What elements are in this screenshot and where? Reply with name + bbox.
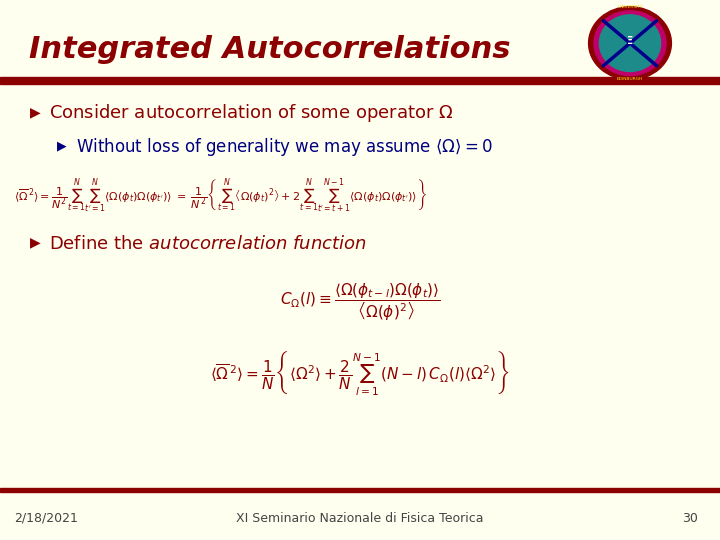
Text: Integrated Autocorrelations: Integrated Autocorrelations — [29, 35, 510, 64]
Text: $\blacktriangleright$: $\blacktriangleright$ — [27, 106, 42, 120]
Text: 2/18/2021: 2/18/2021 — [14, 512, 78, 525]
Text: Define the $\mathit{autocorrelation\ function}$: Define the $\mathit{autocorrelation\ fun… — [49, 235, 366, 253]
Text: Consider autocorrelation of some operator $\mathit{\Omega}$: Consider autocorrelation of some operato… — [49, 103, 454, 124]
Text: EDINBURGH: EDINBURGH — [617, 77, 643, 82]
Text: $C_{\Omega}(l) \equiv \dfrac{\left\langle\Omega(\phi_{t-l})\Omega(\phi_t)\right\: $C_{\Omega}(l) \equiv \dfrac{\left\langl… — [279, 281, 441, 323]
Ellipse shape — [594, 11, 666, 76]
Text: $\mathbf{\Xi}$: $\mathbf{\Xi}$ — [626, 35, 634, 46]
Text: UNIVERSITY: UNIVERSITY — [617, 5, 643, 9]
Ellipse shape — [599, 15, 661, 71]
Text: $\blacktriangleright$: $\blacktriangleright$ — [27, 237, 42, 251]
Text: Without loss of generality we may assume $\langle\mathit{\Omega}\rangle = 0$: Without loss of generality we may assume… — [76, 136, 492, 158]
Text: XI Seminario Nazionale di Fisica Teorica: XI Seminario Nazionale di Fisica Teorica — [236, 512, 484, 525]
Text: $\left\langle\overline{\Omega}^{\,2}\right\rangle = \dfrac{1}{N^2}\sum_{t=1}^{N}: $\left\langle\overline{\Omega}^{\,2}\rig… — [14, 178, 428, 213]
Text: 30: 30 — [683, 512, 698, 525]
Ellipse shape — [589, 6, 671, 79]
Bar — [0, 77, 720, 84]
Text: $\blacktriangleright$: $\blacktriangleright$ — [54, 140, 68, 154]
Text: $\left\langle\overline{\Omega}^{\,2}\right\rangle = \dfrac{1}{N}\left\{\left\lan: $\left\langle\overline{\Omega}^{\,2}\rig… — [210, 349, 510, 396]
Bar — [0, 488, 720, 492]
